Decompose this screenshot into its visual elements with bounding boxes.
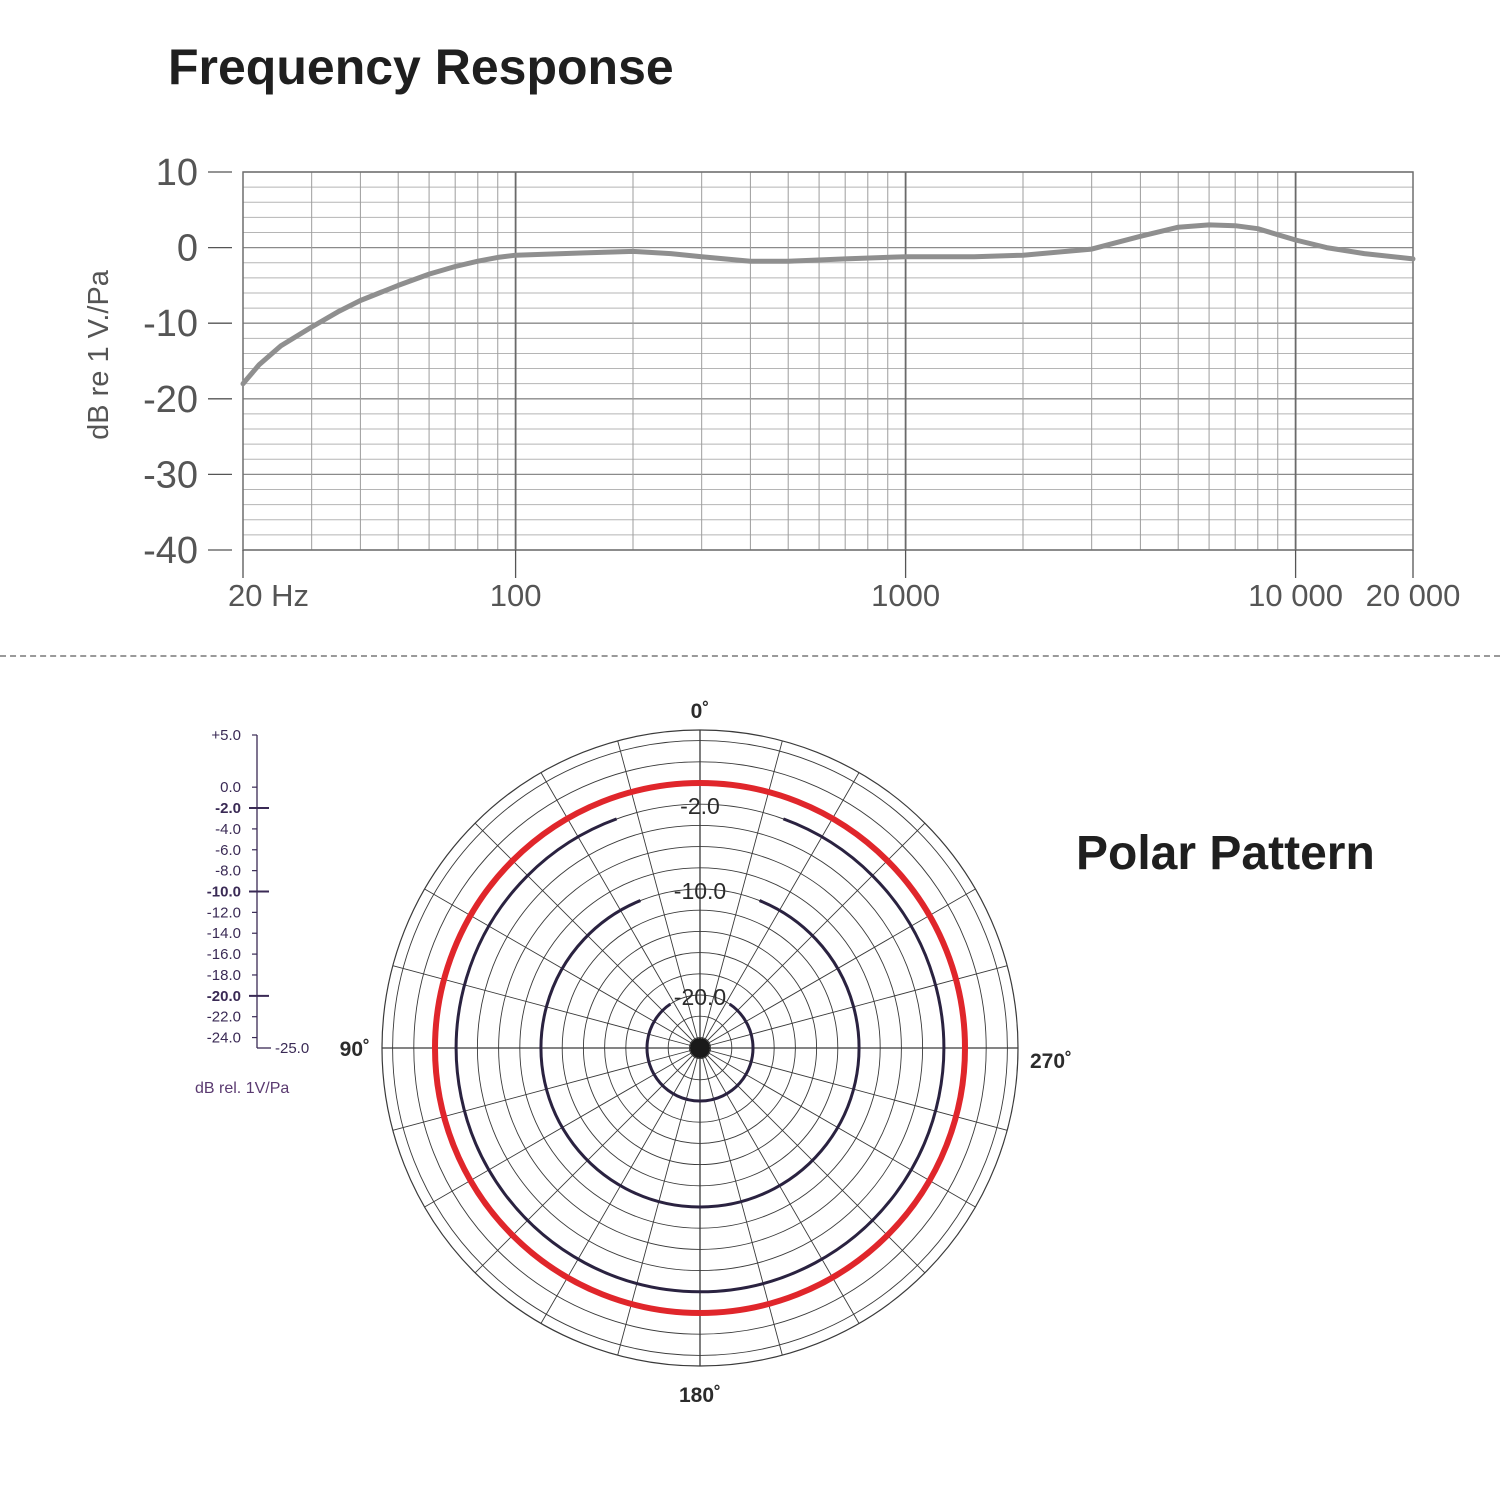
x-tick-label: 10 000 — [1248, 578, 1343, 613]
x-tick-label: 20 000 — [1366, 578, 1461, 613]
reference-ring — [539, 899, 861, 1209]
polar-pattern-curve — [432, 780, 968, 1316]
y-tick-label: 0 — [177, 228, 198, 270]
ring-label: -20.0 — [674, 984, 726, 1010]
scale-tick-label: -24.0 — [207, 1030, 241, 1047]
frequency-grid — [243, 171, 1413, 551]
x-tick-label: 1000 — [871, 578, 940, 613]
scale-tick-label: -10.0 — [207, 884, 241, 901]
reference-rings: -2.0 -10.0 -20.0 — [454, 793, 946, 1294]
angle-labels: 0˚ 90˚ 180˚ 270˚ — [340, 700, 1072, 1407]
plot-frame — [242, 171, 1414, 551]
reference-ring — [454, 817, 946, 1294]
y-tick-label: -40 — [143, 530, 198, 572]
polar-pattern-title: Polar Pattern — [1076, 827, 1375, 880]
section-divider — [0, 655, 1500, 657]
db-scale: +5.0 0.0 -2.0 -4.0 -6.0 -8.0 -10.0 -12.0 -14.0 -1… — [195, 727, 309, 1097]
y-tick-label: -10 — [143, 303, 198, 345]
polar-pattern-chart: +5.0 0.0 -2.0 -4.0 -6.0 -8.0 -10.0 -12.0 -14.0 -1… — [195, 700, 1072, 1407]
angle-label: 0˚ — [691, 700, 710, 723]
x-tick-label: 20 Hz — [228, 578, 309, 613]
y-tick-label: -30 — [143, 454, 198, 496]
scale-tick-label: -12.0 — [207, 904, 241, 921]
scale-tick-label: -8.0 — [215, 863, 241, 880]
scale-tick-label: -25.0 — [275, 1040, 309, 1057]
scale-label: dB rel. 1V/Pa — [195, 1080, 289, 1097]
scale-tick-label: -20.0 — [207, 988, 241, 1005]
angle-label: 270˚ — [1030, 1050, 1072, 1073]
frequency-response-title: Frequency Response — [168, 39, 674, 95]
y-tick-label: -20 — [143, 379, 198, 421]
y-tick-label: 10 — [156, 152, 198, 194]
scale-tick-label: -6.0 — [215, 842, 241, 859]
scale-tick-label: -2.0 — [215, 800, 241, 817]
polar-center-dot — [690, 1038, 710, 1058]
reference-ring — [645, 1002, 755, 1103]
scale-tick-label: -4.0 — [215, 821, 241, 838]
ring-label: -2.0 — [680, 793, 720, 819]
scale-tick-label: +5.0 — [211, 727, 241, 744]
scale-tick-label: -18.0 — [207, 967, 241, 984]
angle-label: 180˚ — [679, 1384, 721, 1407]
ring-label: -10.0 — [674, 878, 726, 904]
scale-tick-label: -14.0 — [207, 925, 241, 942]
scale-tick-label: 0.0 — [220, 779, 241, 796]
frequency-response-curve — [240, 222, 1416, 387]
x-tick-label: 100 — [490, 578, 542, 613]
y-axis-label: dB re 1 V./Pa — [83, 269, 115, 440]
angle-label: 90˚ — [340, 1038, 370, 1061]
scale-tick-label: -22.0 — [207, 1009, 241, 1026]
scale-tick-label: -16.0 — [207, 946, 241, 963]
